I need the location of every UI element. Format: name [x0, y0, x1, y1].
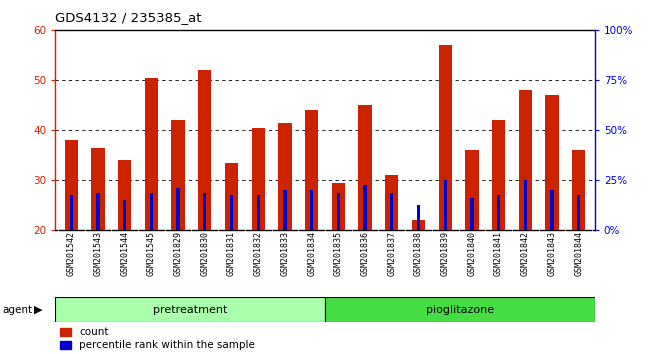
- Text: GSM201839: GSM201839: [441, 232, 450, 276]
- Bar: [91, 148, 105, 230]
- Bar: [519, 90, 532, 230]
- Text: GSM201831: GSM201831: [227, 232, 236, 276]
- Bar: [278, 122, 292, 230]
- Text: GSM201544: GSM201544: [120, 232, 129, 276]
- Bar: [203, 193, 207, 230]
- Bar: [64, 140, 78, 230]
- Text: GSM201829: GSM201829: [174, 232, 183, 276]
- Bar: [310, 190, 313, 230]
- Bar: [305, 110, 318, 230]
- Bar: [443, 180, 447, 230]
- Bar: [363, 185, 367, 230]
- Bar: [198, 70, 211, 230]
- Text: GDS4132 / 235385_at: GDS4132 / 235385_at: [55, 11, 201, 24]
- Bar: [385, 175, 398, 230]
- Bar: [412, 220, 425, 230]
- Bar: [417, 205, 420, 230]
- Text: pretreatment: pretreatment: [153, 305, 228, 315]
- Bar: [332, 183, 345, 230]
- Bar: [118, 160, 131, 230]
- Bar: [524, 180, 527, 230]
- Text: GSM201838: GSM201838: [414, 232, 423, 276]
- Bar: [172, 120, 185, 230]
- Bar: [465, 150, 478, 230]
- Text: GSM201542: GSM201542: [67, 232, 76, 276]
- Legend: count, percentile rank within the sample: count, percentile rank within the sample: [60, 327, 255, 350]
- Text: GSM201842: GSM201842: [521, 232, 530, 276]
- Bar: [230, 195, 233, 230]
- Bar: [145, 78, 158, 230]
- Bar: [225, 162, 238, 230]
- Bar: [572, 150, 586, 230]
- Text: GSM201844: GSM201844: [574, 232, 583, 276]
- FancyBboxPatch shape: [55, 297, 325, 322]
- Text: GSM201833: GSM201833: [280, 232, 289, 276]
- Text: GSM201543: GSM201543: [94, 232, 103, 276]
- Text: GSM201835: GSM201835: [334, 232, 343, 276]
- Text: GSM201834: GSM201834: [307, 232, 316, 276]
- Bar: [252, 127, 265, 230]
- Text: GSM201840: GSM201840: [467, 232, 476, 276]
- Bar: [337, 193, 340, 230]
- Text: agent: agent: [2, 305, 32, 315]
- Text: GSM201832: GSM201832: [254, 232, 263, 276]
- Bar: [439, 45, 452, 230]
- Text: GSM201545: GSM201545: [147, 232, 156, 276]
- FancyBboxPatch shape: [325, 297, 595, 322]
- Bar: [257, 195, 260, 230]
- Bar: [358, 105, 372, 230]
- Text: pioglitazone: pioglitazone: [426, 305, 494, 315]
- Bar: [577, 195, 580, 230]
- Text: ▶: ▶: [34, 305, 42, 315]
- Bar: [390, 193, 393, 230]
- Bar: [492, 120, 505, 230]
- Bar: [96, 193, 99, 230]
- Bar: [70, 195, 73, 230]
- Text: GSM201843: GSM201843: [547, 232, 556, 276]
- Bar: [176, 188, 180, 230]
- Bar: [470, 198, 474, 230]
- Text: GSM201836: GSM201836: [361, 232, 370, 276]
- Bar: [123, 200, 126, 230]
- Text: GSM201830: GSM201830: [200, 232, 209, 276]
- Bar: [497, 195, 500, 230]
- Bar: [545, 95, 559, 230]
- Bar: [283, 190, 287, 230]
- Bar: [551, 190, 554, 230]
- Text: GSM201841: GSM201841: [494, 232, 503, 276]
- Bar: [150, 193, 153, 230]
- Text: GSM201837: GSM201837: [387, 232, 396, 276]
